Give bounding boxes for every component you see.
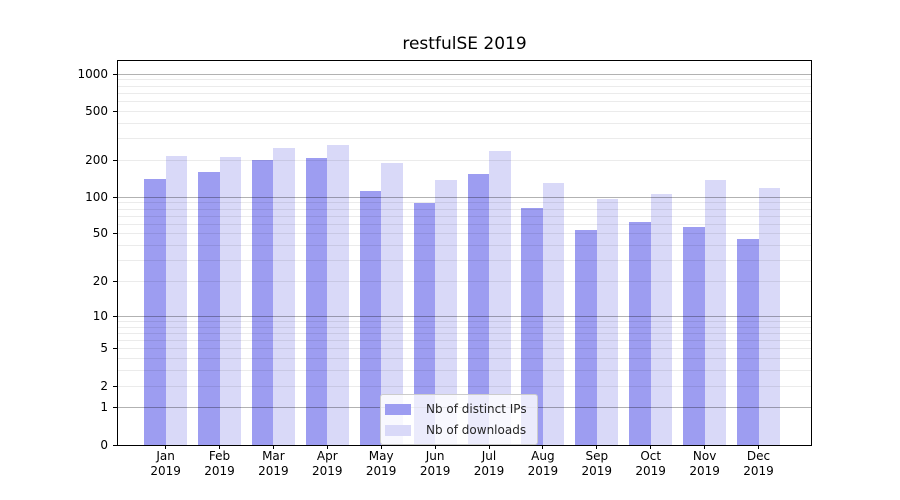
y-tick-label: 1000: [77, 66, 108, 81]
y-tick-label: 0: [100, 437, 108, 452]
legend-swatch-downloads: [385, 424, 411, 436]
x-tick-label: Jun 2019: [419, 449, 451, 478]
x-tick-mark: [704, 445, 706, 449]
y-tick-label: 10: [92, 308, 108, 323]
legend-entry-downloads: Nb of downloads: [385, 421, 527, 439]
bar-downloads: [381, 162, 403, 445]
x-tick-label: Apr 2019: [312, 449, 343, 478]
x-tick-label: Jul 2019: [473, 449, 505, 478]
bars-layer: [118, 61, 811, 445]
x-tick-mark: [542, 445, 544, 449]
x-tick-label: Oct 2019: [635, 449, 666, 478]
y-tick-mark: [113, 281, 117, 283]
y-tick-label: 50: [92, 226, 108, 241]
y-tick-mark: [113, 315, 117, 317]
bar-distinct-ips: [575, 229, 597, 445]
y-tick-mark: [113, 407, 117, 409]
x-tick-mark: [165, 445, 167, 449]
bar-distinct-ips: [198, 172, 220, 445]
bar-distinct-ips: [521, 208, 543, 445]
y-tick-mark: [113, 196, 117, 198]
bar-downloads: [650, 193, 673, 445]
x-tick-label: Nov 2019: [689, 449, 720, 478]
x-tick-label: Jan 2019: [150, 449, 181, 478]
x-tick-label: Mar 2019: [258, 449, 289, 478]
legend: Nb of distinct IPs Nb of downloads: [380, 394, 538, 445]
y-tick-mark: [113, 444, 117, 446]
bar-downloads: [489, 151, 511, 445]
x-tick-mark: [219, 445, 220, 449]
bar-downloads: [273, 148, 295, 445]
y-tick-mark: [113, 110, 117, 112]
bar-distinct-ips: [144, 178, 166, 445]
y-tick-mark: [113, 385, 117, 387]
x-tick-mark: [326, 445, 328, 449]
x-tick-label: Dec 2019: [743, 449, 774, 478]
y-tick-label: 20: [92, 274, 108, 289]
x-tick-mark: [380, 445, 382, 449]
y-tick-mark: [113, 233, 117, 235]
legend-entry-distinct-ips: Nb of distinct IPs: [385, 400, 527, 418]
x-tick-mark: [434, 445, 436, 449]
y-tick-label: 1: [100, 400, 108, 415]
bar-downloads: [219, 156, 241, 445]
bar-downloads: [758, 188, 780, 445]
bar-distinct-ips: [359, 191, 382, 445]
bar-downloads: [165, 155, 188, 445]
y-tick-mark: [113, 159, 117, 161]
bar-downloads: [704, 180, 727, 445]
bar-distinct-ips: [305, 157, 328, 445]
bar-downloads: [435, 180, 457, 445]
legend-swatch-distinct-ips: [385, 403, 411, 415]
y-tick-label: 500: [85, 103, 108, 118]
legend-label-distinct-ips: Nb of distinct IPs: [426, 402, 527, 416]
bar-distinct-ips: [467, 173, 489, 445]
y-tick-label: 200: [85, 152, 108, 167]
y-tick-label: 5: [100, 341, 108, 356]
chart-title: restfulSE 2019: [402, 34, 527, 54]
bar-distinct-ips: [629, 221, 651, 445]
y-tick-label: 2: [100, 378, 108, 393]
bar-downloads: [542, 182, 565, 445]
bar-downloads: [327, 145, 349, 445]
x-tick-label: Sep 2019: [581, 449, 613, 478]
y-tick-mark: [113, 73, 117, 75]
bar-distinct-ips: [737, 239, 759, 445]
y-tick-label: 100: [85, 189, 108, 204]
x-tick-label: Aug 2019: [527, 449, 559, 478]
x-tick-mark: [488, 445, 490, 449]
plot-area: 0 1 2 5 10 20 50 100 200 500 1000 Jan 2019 Feb 2019 Ma…: [77, 60, 812, 478]
legend-label-downloads: Nb of downloads: [426, 423, 527, 437]
bar-distinct-ips: [683, 227, 705, 445]
x-tick-mark: [758, 445, 759, 449]
x-tick-mark: [650, 445, 652, 449]
bar-downloads: [596, 199, 619, 445]
x-tick-label: Feb 2019: [204, 449, 235, 478]
bar-distinct-ips: [413, 202, 436, 445]
x-tick-mark: [596, 445, 598, 449]
bar-distinct-ips: [251, 160, 274, 445]
y-tick-mark: [113, 348, 117, 350]
x-tick-mark: [272, 445, 274, 449]
x-tick-label: May 2019: [365, 449, 397, 478]
